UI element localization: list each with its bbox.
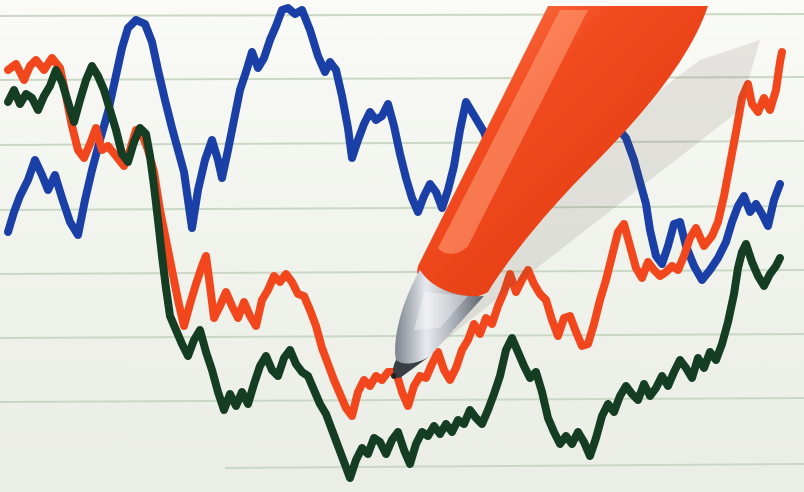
pen-tip-reflection — [414, 292, 468, 330]
pen-shadow — [392, 40, 760, 384]
pen-ballpoint — [393, 356, 430, 378]
green-trend-line — [4, 62, 784, 482]
pen-metal-tip — [395, 270, 484, 364]
pen-ball — [391, 373, 397, 379]
pen-barrel-highlight — [438, 10, 588, 254]
pen-barrel — [417, 6, 708, 299]
blue-trend-line — [4, 4, 784, 284]
